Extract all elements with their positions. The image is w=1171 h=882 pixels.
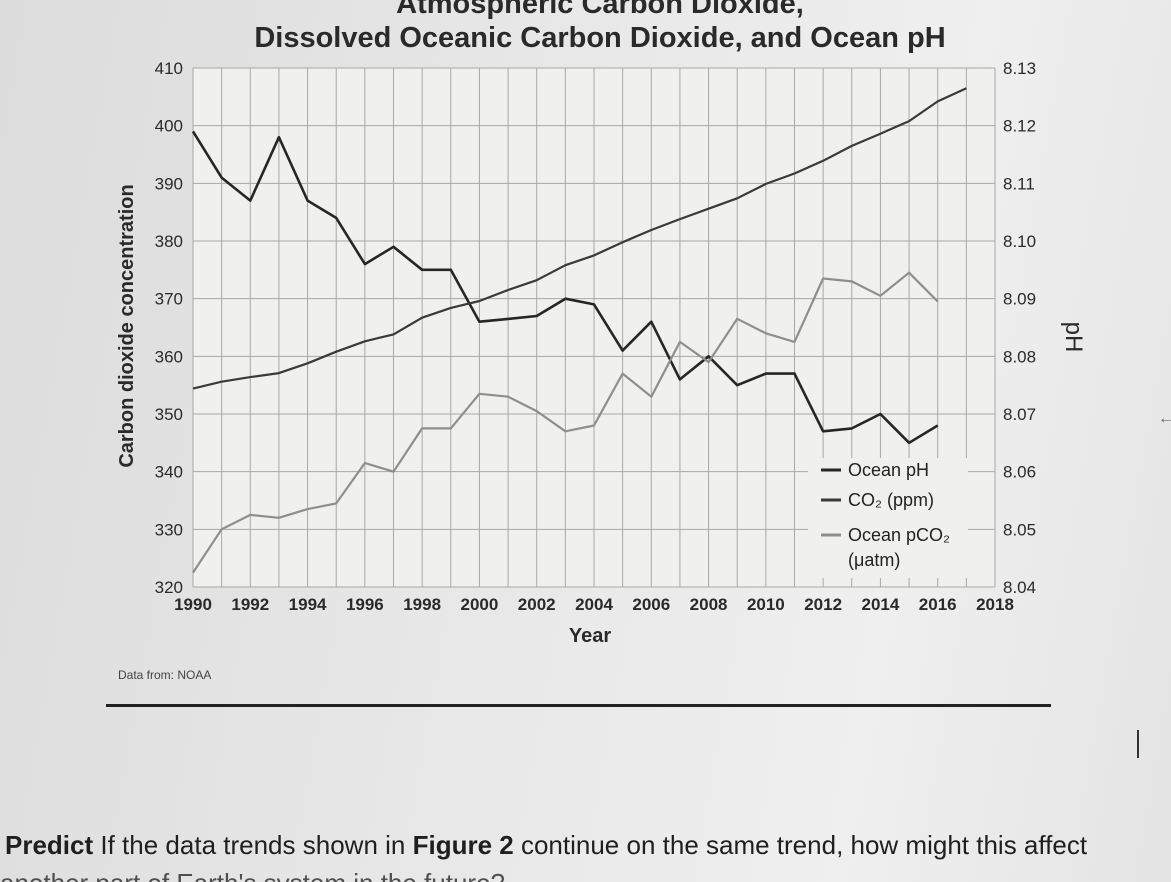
y2-tick-label: 8.05 — [1003, 520, 1036, 539]
x-tick-label: 1998 — [403, 595, 441, 614]
legend: Ocean pH CO₂ (ppm) Ocean pCO₂ (μatm) — [808, 458, 968, 578]
chart: 320 330 340 350 360 370 380 390 400 410 8.04 8.05 8.… — [116, 59, 1087, 647]
x-tick-label: 2006 — [632, 595, 670, 614]
y2-tick-label: 8.06 — [1003, 463, 1036, 482]
x-tick-label: 2008 — [690, 595, 728, 614]
legend-label: (μatm) — [848, 550, 900, 570]
y2-tick-label: 8.07 — [1003, 405, 1036, 424]
y2-tick-label: 8.09 — [1003, 290, 1036, 309]
legend-label: CO₂ (ppm) — [848, 490, 934, 510]
x-tick-label: 2010 — [747, 595, 785, 614]
chart-title-line-2: Dissolved Oceanic Carbon Dioxide, and Oc… — [254, 22, 946, 54]
divider-rule — [106, 704, 1051, 707]
data-source-credit: Data from: NOAA — [118, 668, 212, 682]
y-tick-label: 370 — [155, 290, 183, 309]
x-tick-label: 2002 — [518, 595, 556, 614]
y2-axis-label: pH — [1060, 322, 1087, 353]
x-tick-label: 2014 — [862, 595, 900, 614]
legend-label: Ocean pCO₂ — [848, 525, 950, 545]
y-tick-label: 330 — [155, 520, 183, 539]
legend-label: Ocean pH — [848, 460, 929, 480]
series-layer — [191, 87, 967, 574]
gridlines — [192, 67, 996, 588]
y-tick-label: 320 — [155, 578, 183, 597]
x-tick-label: 2004 — [575, 595, 613, 614]
series-ocean-pco2-line — [192, 271, 939, 574]
prompt-label: Predict — [5, 830, 94, 860]
y2-tick-label: 8.04 — [1003, 578, 1036, 597]
x-tick-label: 1990 — [174, 595, 212, 614]
y-axis-label: Carbon dioxide concentration — [116, 184, 138, 467]
y-tick-label: 400 — [155, 117, 183, 136]
y-tick-label: 410 — [155, 59, 183, 78]
y-tick-label: 340 — [155, 463, 183, 482]
x-tick-label: 1992 — [231, 595, 269, 614]
chart-title-line-1: Atmospheric Carbon Dioxide, — [396, 0, 804, 20]
prompt-text-before: If the data trends shown in — [100, 830, 406, 860]
series-co2-line — [192, 87, 967, 390]
y-tick-label: 350 — [155, 405, 183, 424]
y2-tick-label: 8.13 — [1003, 59, 1036, 78]
prompt-text-after: continue on the same trend, how might th… — [520, 830, 1088, 860]
figure-reference: Figure 2 — [412, 830, 514, 860]
y-tick-label: 380 — [155, 232, 183, 251]
x-tick-label: 2000 — [461, 595, 499, 614]
x-tick-label: 1996 — [346, 595, 384, 614]
y2-tick-label: 8.08 — [1003, 347, 1036, 366]
y-tick-label: 360 — [155, 347, 183, 366]
x-tick-label: 1994 — [289, 595, 327, 614]
arrow-left-icon: ← — [1158, 410, 1171, 427]
axes: 320 330 340 350 360 370 380 390 400 410 8.04 8.05 8.… — [155, 59, 1036, 614]
legend-background — [808, 458, 968, 578]
x-tick-label: 2012 — [804, 595, 842, 614]
series-ocean-ph-line — [191, 130, 939, 445]
x-tick-label: 2016 — [919, 595, 957, 614]
text-cursor — [1137, 730, 1139, 758]
x-tick-label: 2018 — [976, 595, 1014, 614]
prompt-next-line: another part of Earth's system in the fu… — [0, 870, 505, 882]
y2-tick-label: 8.12 — [1003, 117, 1036, 136]
y2-tick-label: 8.10 — [1003, 232, 1036, 251]
y2-tick-label: 8.11 — [1003, 174, 1035, 193]
x-axis-label: Year — [569, 625, 611, 647]
y-tick-label: 390 — [155, 174, 183, 193]
question-prompt: Predict If the data trends shown in Figu… — [5, 830, 1087, 861]
